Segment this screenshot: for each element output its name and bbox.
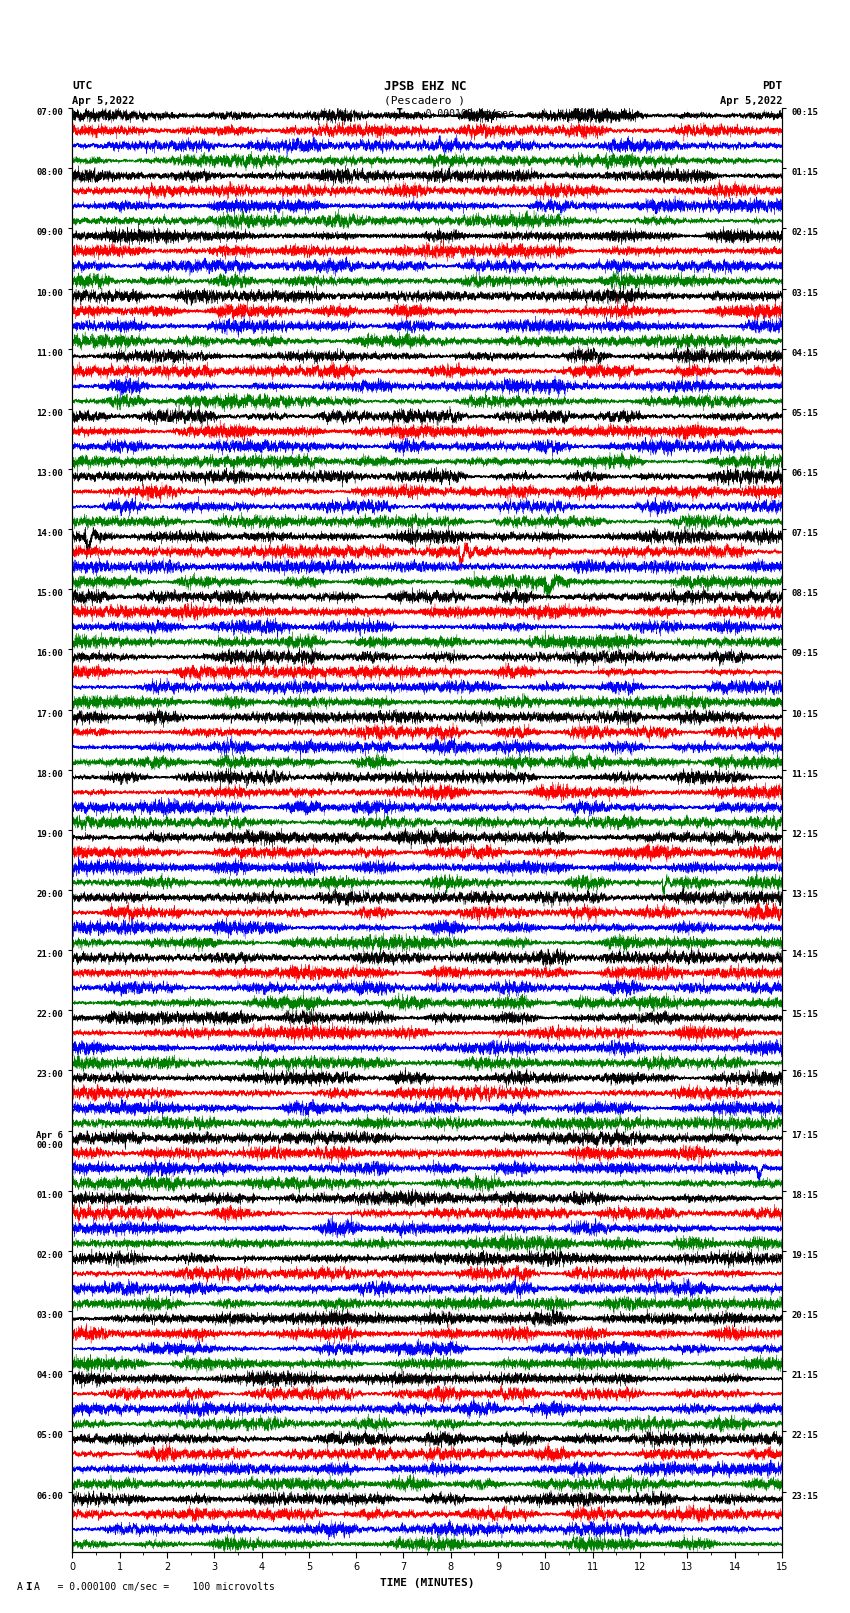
Text: JPSB EHZ NC: JPSB EHZ NC	[383, 79, 467, 94]
Text: Apr 5,2022: Apr 5,2022	[719, 95, 782, 106]
Text: = 0.000100 cm/sec: = 0.000100 cm/sec	[408, 108, 513, 119]
Text: I: I	[26, 1582, 32, 1592]
Text: I: I	[396, 106, 403, 121]
Text: A   = 0.000100 cm/sec =    100 microvolts: A = 0.000100 cm/sec = 100 microvolts	[34, 1582, 275, 1592]
X-axis label: TIME (MINUTES): TIME (MINUTES)	[380, 1578, 474, 1587]
Text: UTC: UTC	[72, 81, 93, 92]
Text: PDT: PDT	[762, 81, 782, 92]
Text: Apr 5,2022: Apr 5,2022	[72, 95, 135, 106]
Text: A: A	[17, 1582, 23, 1592]
Text: (Pescadero ): (Pescadero )	[384, 95, 466, 106]
